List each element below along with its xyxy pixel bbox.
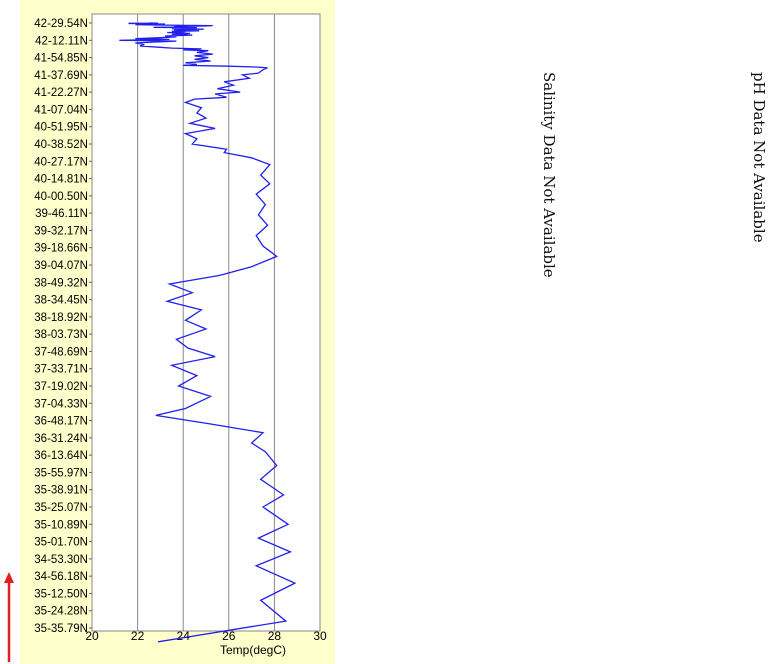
x-tick-label: 20 [85, 629, 99, 643]
y-tick-label: 35-10.89N [34, 519, 88, 531]
y-tick-label: 38-03.73N [34, 329, 88, 341]
x-tick-label: 24 [177, 629, 191, 643]
y-tick-label: 35-25.07N [34, 502, 88, 514]
y-tick-label: 41-22.27N [34, 87, 88, 99]
y-tick-label: 41-37.69N [34, 70, 88, 82]
y-tick-label: 37-48.69N [34, 346, 88, 358]
x-tick-label: 28 [268, 629, 282, 643]
y-tick-label: 37-33.71N [34, 364, 88, 376]
x-tick-label: 22 [131, 629, 145, 643]
y-tick-label: 38-34.45N [34, 295, 88, 307]
y-tick-label: 35-38.91N [34, 485, 88, 497]
y-tick-label: 38-49.32N [34, 277, 88, 289]
y-tick-label: 41-54.85N [34, 53, 88, 65]
y-tick-label: 40-00.50N [34, 191, 88, 203]
salinity-unavailable-note: Salinity Data Not Available [540, 72, 558, 278]
y-tick-label: 38-18.92N [34, 312, 88, 324]
y-tick-label: 40-27.17N [34, 156, 88, 168]
y-tick-label: 35-01.70N [34, 537, 88, 549]
y-tick-label: 40-38.52N [34, 139, 88, 151]
y-tick-labels: 42-29.54N 42-12.11N 41-54.85N 41-37.69N 41-2… [34, 18, 92, 635]
y-tick-label: 39-04.07N [34, 260, 88, 272]
y-tick-label: 36-31.24N [34, 433, 88, 445]
y-tick-label: 35-35.79N [34, 623, 88, 635]
y-tick-label: 34-53.30N [34, 554, 88, 566]
x-axis-label: Temp(degC) [220, 643, 286, 657]
y-tick-label: 39-18.66N [34, 243, 88, 255]
x-tick-label: 26 [222, 629, 236, 643]
y-tick-label: 36-13.64N [34, 450, 88, 462]
y-tick-label: 39-46.11N [35, 208, 88, 220]
x-tick-label: 30 [313, 629, 327, 643]
y-tick-label: 37-19.02N [34, 381, 88, 393]
y-tick-label: 35-24.28N [34, 606, 88, 618]
y-tick-label: 35-12.50N [34, 588, 88, 600]
grid-lines [137, 14, 275, 631]
x-tick-labels: 20 22 24 26 28 30 [85, 629, 327, 643]
ph-unavailable-note: pH Data Not Available [750, 72, 768, 243]
y-tick-label: 39-32.17N [34, 225, 88, 237]
y-tick-label: 40-51.95N [34, 122, 88, 134]
y-tick-label: 42-12.11N [35, 35, 88, 47]
plot-area [91, 13, 321, 632]
direction-arrow-icon [4, 572, 14, 662]
y-tick-label: 37-04.33N [34, 398, 88, 410]
y-tick-label: 36-48.17N [34, 416, 88, 428]
y-tick-label: 42-29.54N [34, 18, 88, 30]
temperature-series-line [119, 22, 297, 643]
y-tick-label: 35-55.97N [34, 467, 88, 479]
y-tick-label: 40-14.81N [34, 174, 88, 186]
y-tick-label: 34-56.18N [34, 571, 88, 583]
y-tick-label: 41-07.04N [34, 104, 88, 116]
